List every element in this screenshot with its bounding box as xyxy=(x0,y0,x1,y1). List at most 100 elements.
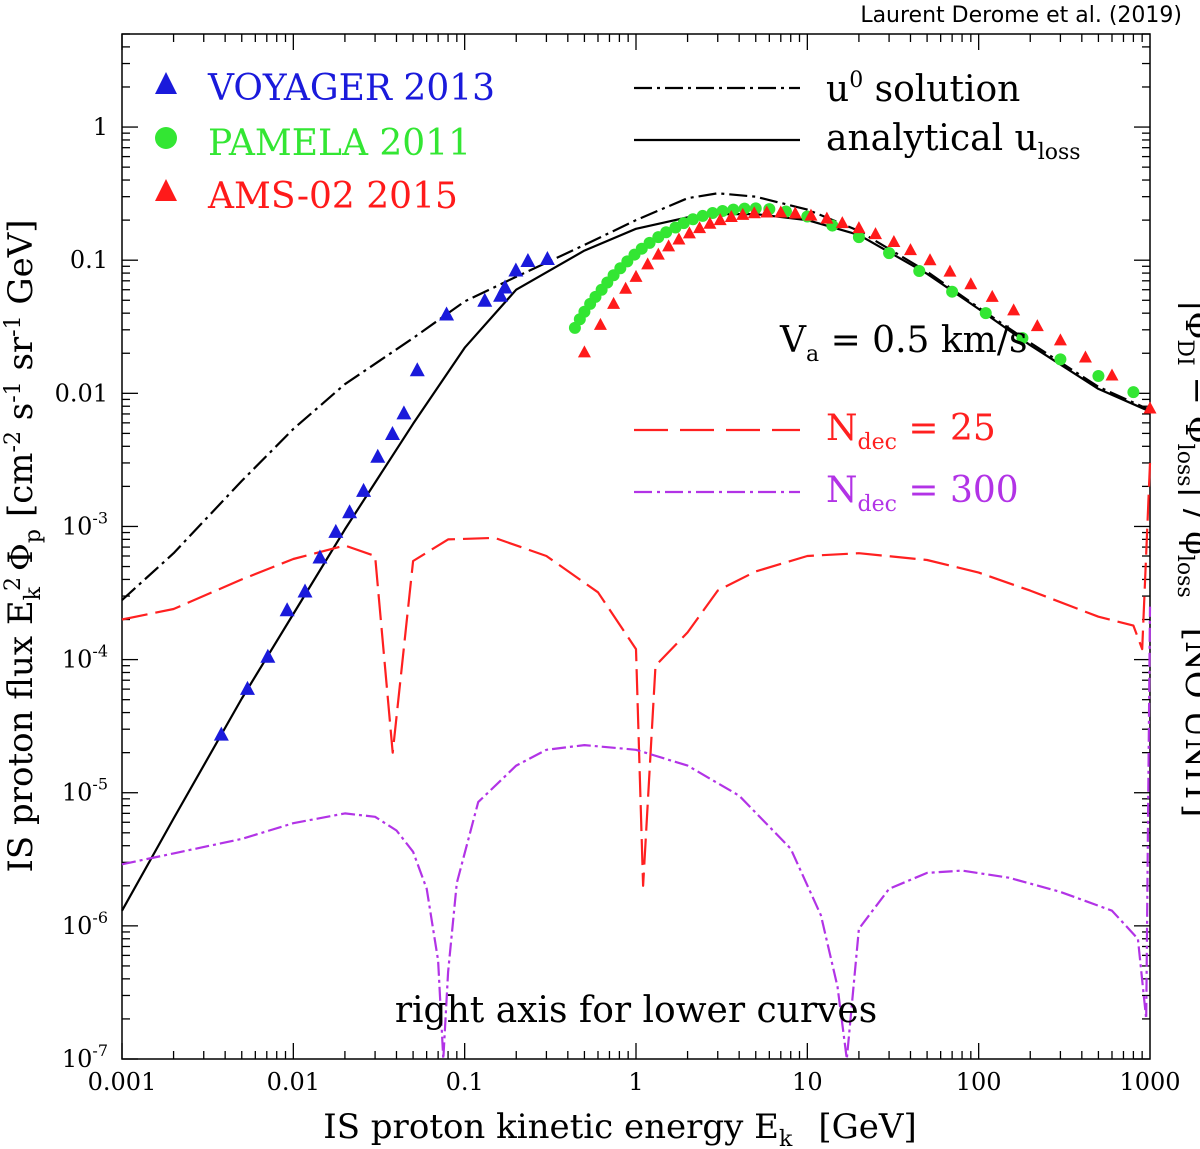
data-point-pamela xyxy=(643,236,656,249)
data-point-ams xyxy=(713,213,727,226)
legend-va: Va = 0.5 km/s xyxy=(779,320,1027,367)
data-point-ams xyxy=(703,216,717,229)
data-point-ams xyxy=(651,247,665,260)
data-point-ams xyxy=(1053,333,1067,346)
curve-ndec-25 xyxy=(121,462,1152,887)
legend-label-u0: u0 solution xyxy=(826,68,1020,110)
legend-label-ndec25: Ndec = 25 xyxy=(826,408,996,455)
data-point-pamela xyxy=(1054,353,1067,366)
legend-lower: Va = 0.5 km/s Ndec = 25 Ndec = 300 xyxy=(634,320,1027,517)
data-point-voyager xyxy=(539,251,555,266)
data-point-voyager xyxy=(213,726,229,741)
data-point-pamela xyxy=(677,217,690,230)
legend-label-voyager: VOYAGER 2013 xyxy=(207,68,495,109)
data-point-ams xyxy=(923,253,937,266)
data-markers xyxy=(213,202,1157,741)
x-tick-label: 100 xyxy=(956,1068,1002,1096)
data-point-pamela xyxy=(913,264,926,277)
annotation-right-axis: right axis for lower curves xyxy=(395,990,877,1031)
data-point-ams xyxy=(672,232,686,245)
data-point-pamela xyxy=(716,205,729,218)
y-tick-label: 10-6 xyxy=(62,908,108,940)
data-point-voyager xyxy=(297,583,313,598)
data-point-pamela xyxy=(727,203,740,216)
data-point-ams xyxy=(887,234,901,247)
model-curves xyxy=(121,192,1152,1061)
data-point-ams xyxy=(619,281,633,294)
axis-ticks: 0.001 0.01 0.1 1 10 100 100010-710-610-510-410… xyxy=(55,33,1181,1096)
data-point-pamela xyxy=(883,247,896,260)
chart-credit: Laurent Derome et al. (2019) xyxy=(860,3,1182,28)
x-tick-label: 0.001 xyxy=(88,1068,157,1096)
data-point-ams xyxy=(820,211,834,224)
legend-marker-voyager xyxy=(155,72,177,94)
y-tick-label: 10-4 xyxy=(62,642,108,674)
data-point-ams xyxy=(593,317,607,330)
legend-marker-ams xyxy=(155,179,177,201)
data-point-ams xyxy=(835,216,849,229)
data-point-voyager xyxy=(396,405,412,420)
data-point-voyager xyxy=(239,680,255,695)
data-point-voyager xyxy=(279,602,295,617)
y-axis-title-left: IS proton flux Ek2Φp[cm-2 s-1 sr-1 GeV] xyxy=(1,219,46,872)
data-point-ams xyxy=(903,243,917,256)
data-point-voyager xyxy=(356,482,372,497)
data-point-pamela xyxy=(1016,332,1029,345)
data-point-ams xyxy=(682,226,696,239)
data-point-voyager xyxy=(520,252,536,267)
data-point-ams xyxy=(774,205,788,218)
data-point-ams xyxy=(1030,319,1044,332)
data-point-ams xyxy=(852,221,866,234)
legend-label-ams: AMS-02 2015 xyxy=(207,176,458,217)
legend-label-uloss: analytical uloss xyxy=(826,118,1081,165)
data-point-voyager xyxy=(370,448,386,463)
x-tick-label: 10 xyxy=(792,1068,823,1096)
y-tick-label: 0.01 xyxy=(55,379,108,407)
data-point-pamela xyxy=(686,213,699,226)
data-point-ams xyxy=(724,210,738,223)
data-point-voyager xyxy=(493,287,509,302)
curve-u0-solution xyxy=(121,192,1151,601)
legend-marker-pamela xyxy=(155,127,177,149)
legend-label-pamela: PAMELA 2011 xyxy=(208,123,471,164)
data-point-pamela xyxy=(1092,369,1105,382)
data-point-ams xyxy=(985,289,999,302)
curve-ndec-300 xyxy=(121,606,1152,1061)
data-point-ams xyxy=(1007,303,1021,316)
x-tick-label: 1 xyxy=(628,1068,643,1096)
y-tick-label: 10-3 xyxy=(62,508,108,540)
data-point-ams xyxy=(943,264,957,277)
y-axis-title-right: |ΦDI − Φloss| / φloss[NO UNIT] xyxy=(1172,300,1200,817)
y-tick-label: 10-7 xyxy=(62,1041,108,1073)
x-tick-label: 0.1 xyxy=(446,1068,484,1096)
x-tick-label: 1000 xyxy=(1119,1068,1180,1096)
data-point-ams xyxy=(804,208,818,221)
data-point-voyager xyxy=(409,362,425,377)
data-point-pamela xyxy=(946,285,959,298)
y-tick-label: 1 xyxy=(93,113,108,141)
data-point-ams xyxy=(736,207,750,220)
data-point-voyager xyxy=(260,648,276,663)
x-tick-label: 0.01 xyxy=(267,1068,320,1096)
data-point-voyager xyxy=(508,262,524,277)
data-point-ams xyxy=(1143,401,1157,414)
data-point-ams xyxy=(641,257,655,270)
data-point-ams xyxy=(760,205,774,218)
data-point-ams xyxy=(747,206,761,219)
data-point-voyager xyxy=(384,425,400,440)
data-point-ams xyxy=(607,296,621,309)
data-point-pamela xyxy=(852,231,865,244)
data-point-voyager xyxy=(497,279,513,294)
legend-label-ndec300: Ndec = 300 xyxy=(826,470,1019,517)
data-point-ams xyxy=(788,206,802,219)
x-axis-title: IS proton kinetic energy Ek [GeV] xyxy=(323,1107,916,1149)
legend-data: VOYAGER 2013 PAMELA 2011 AMS-02 2015 xyxy=(155,68,495,217)
data-point-voyager xyxy=(312,549,328,564)
data-point-voyager xyxy=(477,292,493,307)
y-tick-label: 10-5 xyxy=(62,775,108,807)
data-point-ams xyxy=(869,227,883,240)
data-point-pamela xyxy=(706,207,719,220)
data-point-ams xyxy=(577,345,591,358)
data-point-voyager xyxy=(439,306,455,321)
